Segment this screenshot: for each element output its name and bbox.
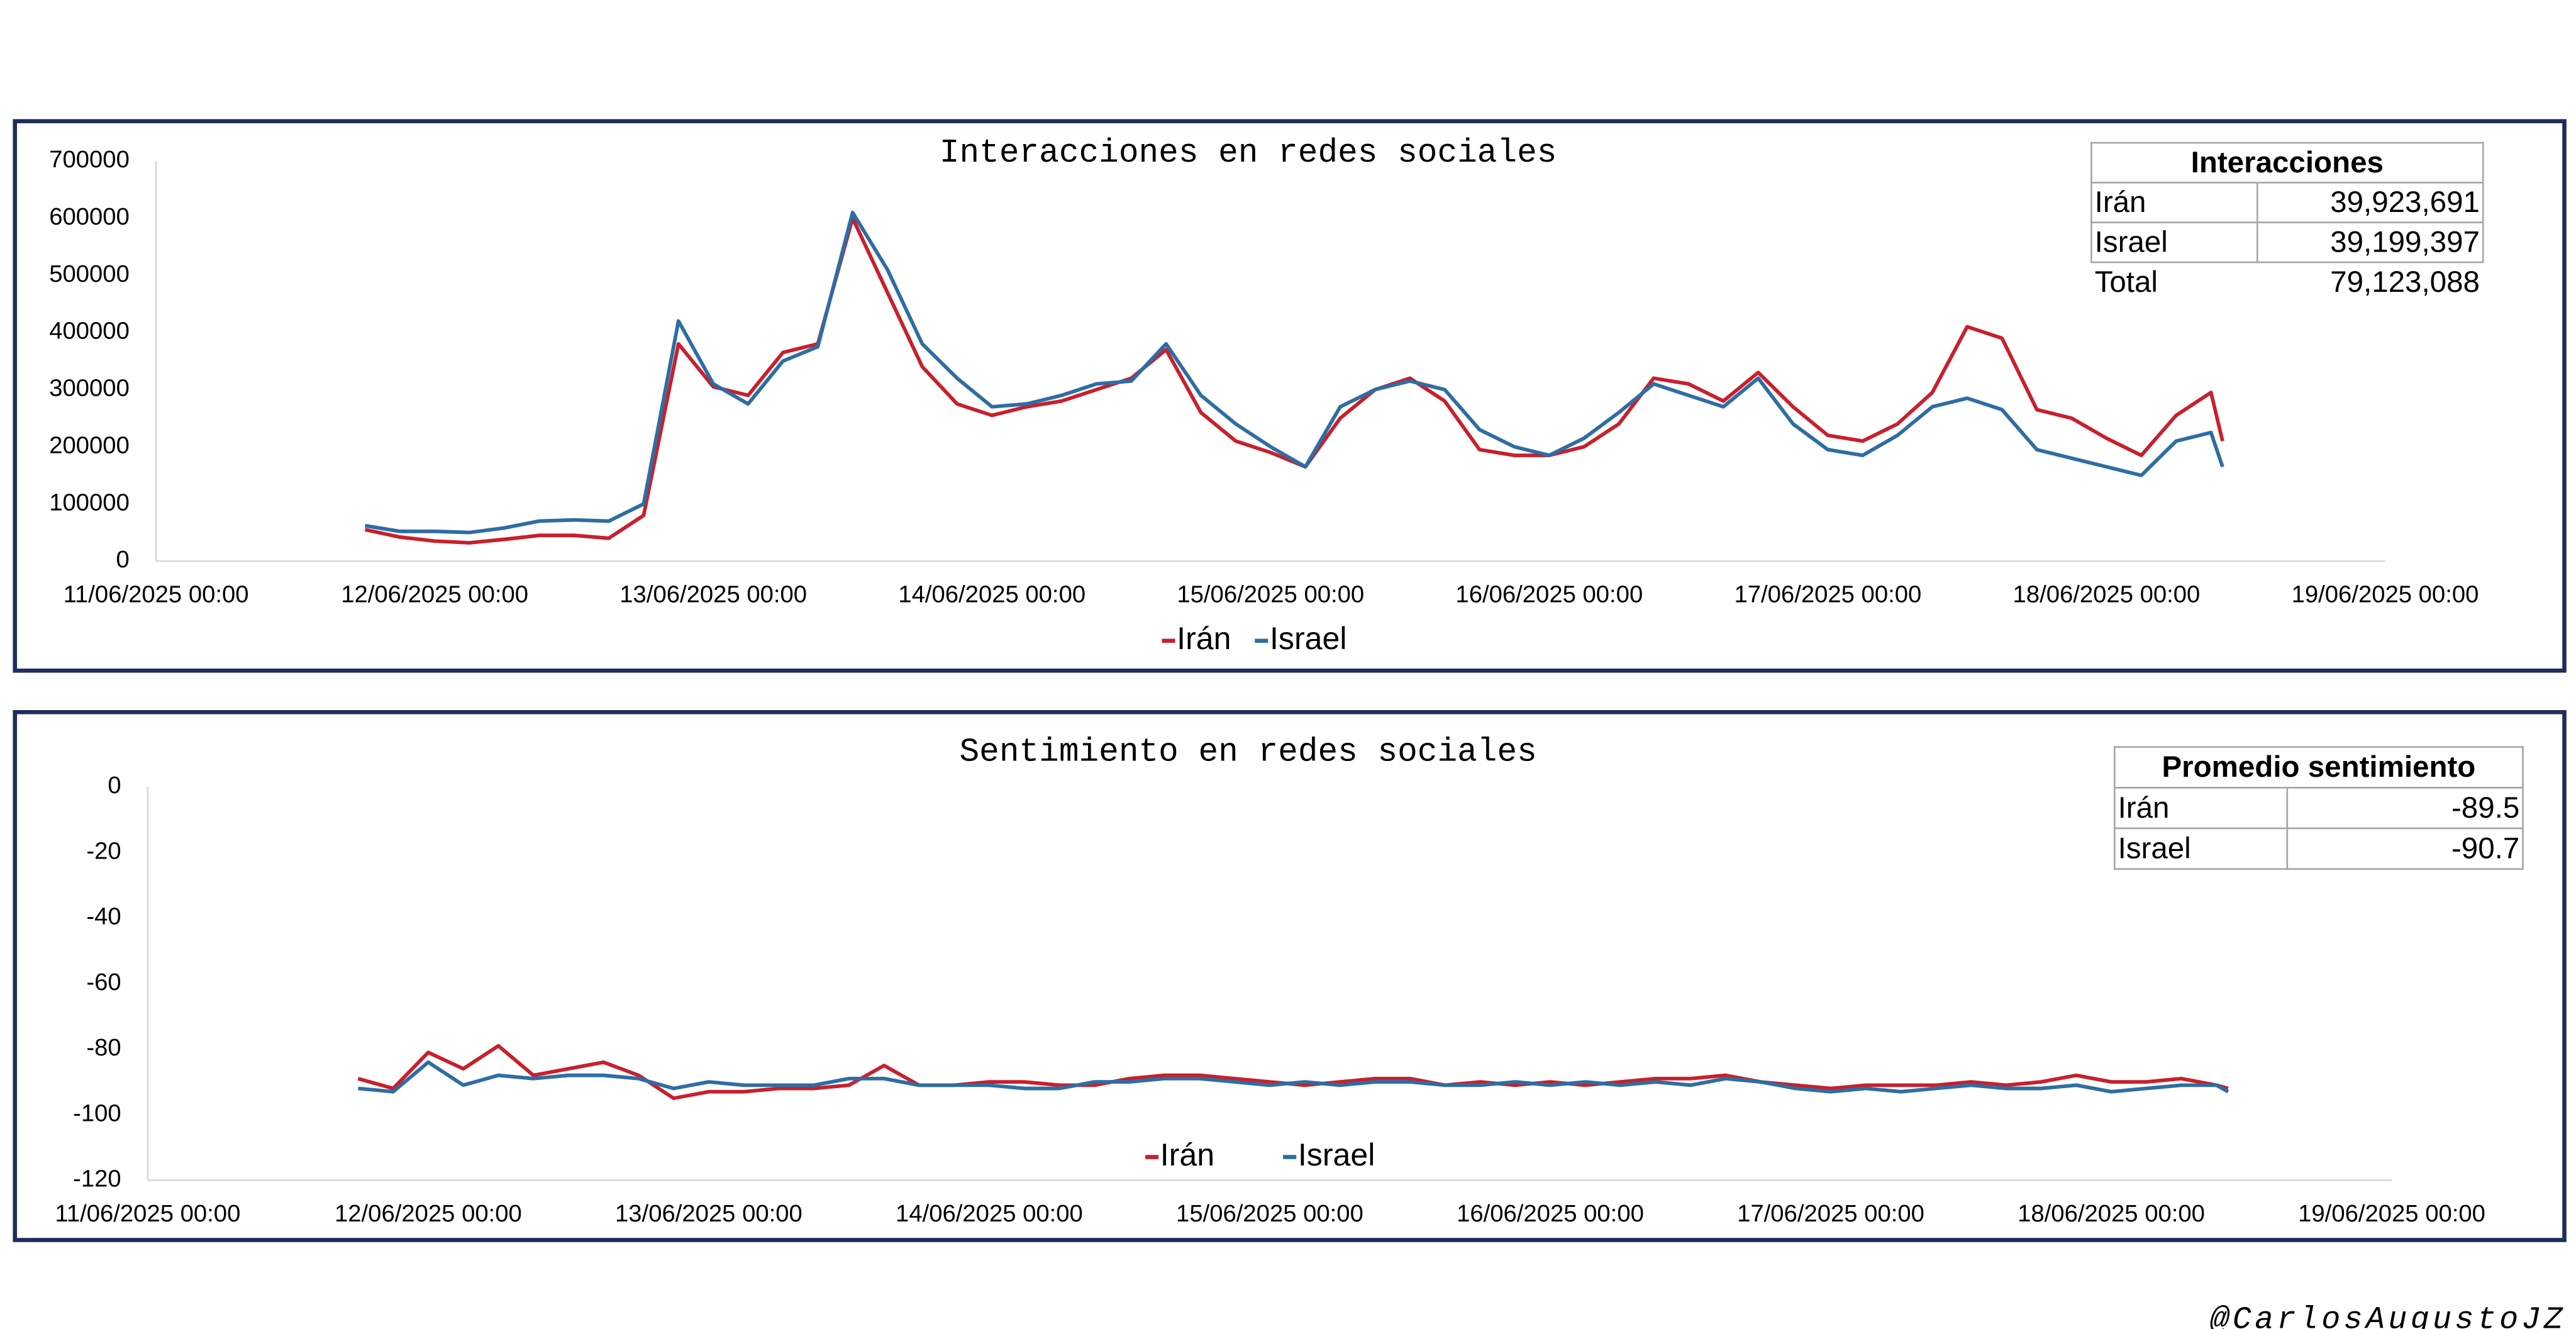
table-title: Promedio sentimiento [2162,750,2476,784]
table-cell [2286,827,2524,870]
table-cell [2113,827,2289,870]
y-tick-label: -120 [73,1165,121,1193]
table-header-cell [2090,142,2484,184]
table-cell [2256,221,2484,264]
y-tick-label: -80 [86,1034,121,1061]
data-line [358,1060,2229,1094]
y-tick-label: 100000 [49,489,130,516]
table-row-value: -89.5 [2451,791,2519,825]
x-tick-label: 14/06/2025 00:00 [898,581,1085,608]
table-row-label: Total [2095,265,2158,299]
data-line [364,210,2224,535]
x-tick-label: 13/06/2025 00:00 [615,1200,802,1227]
legend-label: Israel [1298,1137,1375,1172]
table-row-label: Israel [2095,226,2168,259]
panel-frame [13,709,2567,1242]
x-tick-label: 16/06/2025 00:00 [1455,581,1643,608]
chart-title: Sentimiento en redes sociales [960,733,1537,771]
x-tick-label: 11/06/2025 00:00 [64,581,249,608]
x-tick-label: 12/06/2025 00:00 [335,1200,522,1227]
table-row-value: -90.7 [2451,832,2519,865]
table-row-label: Israel [2118,832,2191,865]
table-cell [2113,787,2289,830]
x-tick-label: 16/06/2025 00:00 [1457,1200,1644,1227]
y-tick-label: 0 [108,772,121,799]
table-row-label: Irán [2118,791,2170,825]
legend-label: Irán [1160,1137,1214,1172]
y-tick-label: 400000 [49,318,130,345]
table-header-cell [2113,746,2524,789]
x-tick-label: 18/06/2025 00:00 [2013,581,2201,608]
x-tick-label: 15/06/2025 00:00 [1177,581,1364,608]
y-tick-label: 600000 [49,203,130,230]
x-tick-label: 13/06/2025 00:00 [619,581,807,608]
table-row-value: 39,199,397 [2330,226,2480,259]
x-tick-label: 14/06/2025 00:00 [896,1200,1083,1227]
x-tick-label: 17/06/2025 00:00 [1737,1200,1924,1227]
y-tick-label: 500000 [49,260,130,287]
table-row-value: 39,923,691 [2330,186,2480,219]
table-row-value: 79,123,088 [2330,265,2480,299]
table-cell [2090,221,2258,264]
table-title: Interacciones [2191,146,2384,179]
x-tick-label: 18/06/2025 00:00 [2018,1200,2205,1227]
x-tick-label: 11/06/2025 00:00 [55,1200,240,1227]
y-tick-label: -100 [73,1099,121,1126]
y-tick-label: 700000 [49,146,130,173]
x-tick-label: 15/06/2025 00:00 [1176,1200,1363,1227]
y-tick-label: 200000 [49,431,130,459]
x-tick-label: 17/06/2025 00:00 [1734,581,1921,608]
legend-label: Israel [1270,621,1347,656]
chart-title: Interacciones en redes sociales [940,134,1557,172]
y-tick-label: -60 [86,969,121,996]
panel-frame [13,119,2567,673]
x-tick-label: 19/06/2025 00:00 [2292,581,2479,608]
y-tick-label: 0 [116,546,130,573]
table-row-label: Irán [2095,186,2146,219]
x-tick-label: 19/06/2025 00:00 [2298,1200,2485,1227]
y-tick-label: 300000 [49,375,130,402]
y-tick-label: -20 [86,837,121,864]
watermark: @CarlosAugustoJZ [2210,1302,2566,1329]
y-tick-label: -40 [86,903,121,930]
data-line [357,1043,2229,1101]
legend-label: Irán [1177,621,1231,656]
x-tick-label: 12/06/2025 00:00 [341,581,528,608]
